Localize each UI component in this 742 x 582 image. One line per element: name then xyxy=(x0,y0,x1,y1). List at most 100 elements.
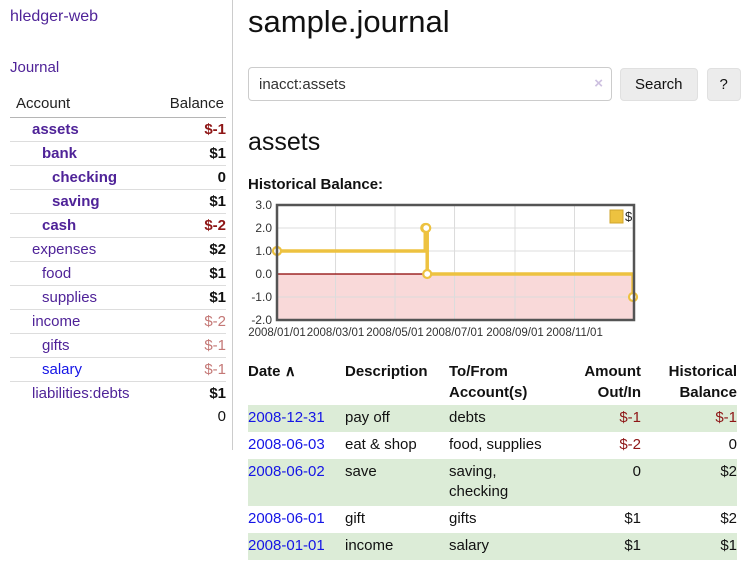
sidebar: hledger-web Journal Account Balance asse… xyxy=(0,0,233,450)
accounts-header-balance: Balance xyxy=(152,92,226,118)
search-form: × Search ? xyxy=(248,67,741,101)
header-line: Account(s) xyxy=(449,384,528,401)
transaction-date-link[interactable]: 2008-01-01 xyxy=(248,537,325,554)
account-row: income $-2 xyxy=(10,309,226,334)
amount-cell: $-1 xyxy=(619,409,641,426)
historical-balance-chart: $3.0 2.0 1.0 0.0 -1.0 -2.0 2008/01/01 2008/03/0… xyxy=(248,198,741,341)
main-content: sample.journal × Search ? assets Histori… xyxy=(233,0,742,582)
account-row: bank $1 xyxy=(10,141,226,166)
account-row: assets $-1 xyxy=(10,118,226,142)
date-cell: 2008-06-01 xyxy=(248,506,345,533)
transaction-date-link[interactable]: 2008-06-02 xyxy=(248,463,325,480)
accounts-line: food, supplies xyxy=(449,436,542,453)
register-column-header: Date ∧ xyxy=(248,359,345,405)
table-row: 2008-12-31 pay off debts $-1 $-1 xyxy=(248,405,737,432)
accounts-total-row: 0 xyxy=(10,405,226,428)
app-title-link[interactable]: hledger-web xyxy=(10,8,99,25)
description-cell: income xyxy=(345,537,394,554)
table-row: 2008-06-02 save saving, checking 0 $2 xyxy=(248,459,737,506)
transaction-date-link[interactable]: 2008-06-01 xyxy=(248,510,325,527)
account-row: checking 0 xyxy=(10,165,226,190)
accounts-line: saving, xyxy=(449,463,497,480)
transaction-date-link[interactable]: 2008-12-31 xyxy=(248,409,325,426)
account-name-cell: expenses xyxy=(10,237,153,262)
description-cell: pay off xyxy=(345,409,390,426)
account-name-cell: assets xyxy=(10,118,152,142)
svg-text:-2.0: -2.0 xyxy=(251,313,272,327)
account-name-cell: supplies xyxy=(10,285,153,310)
page-title: sample.journal xyxy=(248,4,450,39)
account-row: gifts $-1 xyxy=(10,333,226,358)
account-link[interactable]: cash xyxy=(42,217,77,234)
accounts-header-account: Account xyxy=(10,92,153,118)
clear-search-icon[interactable]: × xyxy=(594,75,603,92)
accounts-total-spacer xyxy=(10,405,152,428)
svg-text:0.0: 0.0 xyxy=(255,267,272,281)
search-button[interactable]: Search xyxy=(620,67,698,101)
header-line: To/From xyxy=(449,363,508,380)
accounts-line: debts xyxy=(449,409,486,426)
account-balance: $-2 xyxy=(152,309,226,334)
accounts-cell: debts xyxy=(449,405,579,432)
account-name-cell: salary xyxy=(10,357,153,382)
account-link[interactable]: gifts xyxy=(42,337,70,354)
register-body: 2008-12-31 pay off debts $-1 $-1 2008-06-03 ea… xyxy=(248,405,737,560)
account-link[interactable]: supplies xyxy=(42,289,98,306)
balance-cell: 0 xyxy=(728,436,737,453)
register-column-header: Historical Balance xyxy=(641,359,737,405)
balance-cell: $1 xyxy=(720,537,737,554)
accounts-cell: food, supplies xyxy=(449,432,579,459)
account-balance: $1 xyxy=(152,261,226,286)
svg-text:-1.0: -1.0 xyxy=(251,290,272,304)
svg-text:2008/11/01: 2008/11/01 xyxy=(546,327,603,339)
register-column-header: To/From Account(s) xyxy=(449,359,579,405)
account-name-cell: saving xyxy=(10,189,153,214)
register-header-row: Date ∧ Description To/From Account(s) Amount… xyxy=(248,359,737,405)
sidebar-item-journal[interactable]: Journal xyxy=(10,59,60,76)
table-row: 2008-06-03 eat & shop food, supplies $-2 0 xyxy=(248,432,737,459)
svg-text:2008/07/01: 2008/07/01 xyxy=(426,327,484,339)
svg-text:$: $ xyxy=(625,209,633,224)
account-name-cell: income xyxy=(10,309,153,334)
balance-cell: $2 xyxy=(720,510,737,527)
account-link[interactable]: income xyxy=(32,313,81,330)
accounts-line: gifts xyxy=(449,510,477,527)
account-balance: $2 xyxy=(152,237,226,262)
account-link[interactable]: food xyxy=(42,265,72,282)
header-line: Description xyxy=(345,363,428,380)
date-cell: 2008-06-02 xyxy=(248,459,345,506)
sort-ascending-icon: ∧ xyxy=(284,363,296,380)
account-link[interactable]: assets xyxy=(32,121,79,138)
account-link[interactable]: expenses xyxy=(32,241,97,258)
svg-text:2008/05/01: 2008/05/01 xyxy=(366,327,424,339)
header-line: Amount xyxy=(584,363,641,380)
account-link[interactable]: bank xyxy=(42,145,78,162)
account-row: cash $-2 xyxy=(10,213,226,238)
account-link[interactable]: liabilities:debts xyxy=(32,385,130,402)
account-balance: $1 xyxy=(152,189,226,214)
account-heading: assets xyxy=(248,128,321,156)
search-input[interactable] xyxy=(248,67,612,101)
amount-cell: $1 xyxy=(624,510,641,527)
account-name-cell: food xyxy=(10,261,153,286)
sidebar-accounts-body: assets $-1 bank $1 checking 0 saving $1 cash $-2 e… xyxy=(10,118,226,405)
accounts-table-header: Account Balance xyxy=(10,92,226,118)
balance-cell: $2 xyxy=(720,463,737,480)
register-column-header: Amount Out/In xyxy=(579,359,641,405)
account-link[interactable]: saving xyxy=(52,193,100,210)
amount-cell: $-2 xyxy=(619,436,641,453)
description-cell: save xyxy=(345,463,377,480)
description-cell: eat & shop xyxy=(345,436,417,453)
account-balance: $-1 xyxy=(204,121,226,138)
svg-text:2008/09/01: 2008/09/01 xyxy=(486,327,544,339)
account-link[interactable]: checking xyxy=(52,169,118,186)
transaction-date-link[interactable]: 2008-06-03 xyxy=(248,436,325,453)
svg-text:1.0: 1.0 xyxy=(255,244,272,258)
account-link[interactable]: salary xyxy=(42,361,83,378)
account-balance: $1 xyxy=(152,381,226,405)
account-row: saving $1 xyxy=(10,189,226,214)
help-button[interactable]: ? xyxy=(706,67,741,101)
date-cell: 2008-12-31 xyxy=(248,405,345,432)
header-line: Date ∧ xyxy=(248,363,296,380)
accounts-line: checking xyxy=(449,483,509,500)
